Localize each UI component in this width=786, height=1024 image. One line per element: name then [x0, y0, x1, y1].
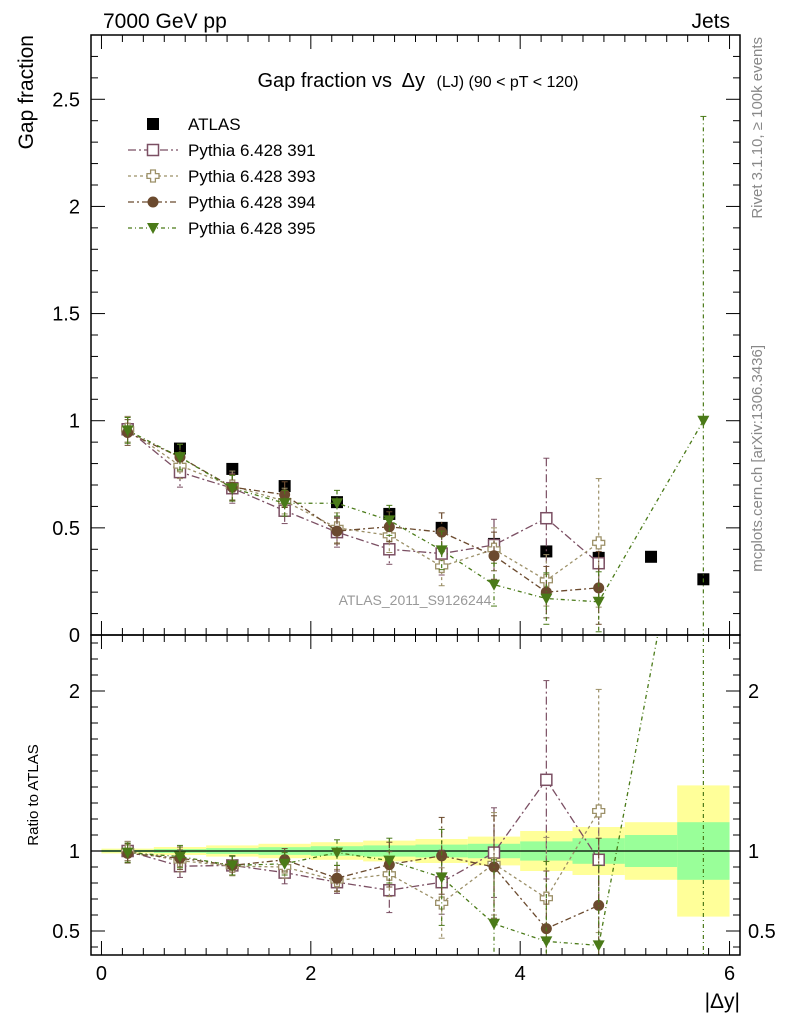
series-line-p393: [127, 810, 600, 904]
legend-marker-p393: [146, 169, 160, 183]
ratio-y-axis-label: Ratio to ATLAS: [25, 744, 42, 845]
mcplots-label: mcplots.cern.ch [arXiv:1306.3436]: [749, 345, 766, 572]
data-point-p394: [488, 550, 500, 562]
data-point-p395: [226, 483, 239, 495]
data-point-p395: [173, 452, 186, 464]
data-point-atlas: [645, 550, 658, 563]
plot-title-main: Gap fraction vs: [258, 70, 393, 92]
main-y-axis-label: Gap fraction: [15, 35, 38, 149]
data-point-p395: [278, 498, 291, 510]
series-p393: [120, 688, 606, 955]
data-point-p395: [121, 847, 134, 859]
series-atlas: [121, 423, 710, 586]
data-point-p395: [435, 545, 448, 557]
process-label: Jets: [691, 10, 730, 33]
main-y-tick-label: 0.5: [52, 518, 80, 540]
main-y-tick-label: 2: [69, 196, 80, 218]
ratio-panel-series: [120, 635, 707, 955]
series-p391: [121, 415, 605, 586]
series-line-p391: [127, 428, 600, 564]
legend-marker-atlas: [147, 118, 159, 130]
series-p395: [121, 115, 710, 635]
data-point-p394: [279, 489, 291, 501]
legend-item-atlas: ATLAS: [147, 115, 241, 134]
data-point-p395: [488, 579, 501, 591]
data-point-p394: [436, 850, 448, 862]
plot-title-detail: (LJ) (90 < pT < 120): [437, 74, 579, 91]
ratio-y-tick-label-right: 0.5: [748, 921, 776, 943]
data-point-p395: [592, 596, 605, 608]
data-point-p395: [383, 515, 396, 527]
legend-label: Pythia 6.428 391: [188, 141, 316, 160]
data-point-p393: [173, 459, 187, 473]
legend-marker-p395: [147, 223, 159, 234]
data-point-p395: [540, 593, 553, 605]
ratio-y-tick-label-right: 2: [748, 681, 759, 703]
data-point-p393: [592, 804, 606, 818]
series-p391: [121, 680, 605, 915]
analysis-watermark: ATLAS_2011_S9126244: [339, 592, 492, 608]
data-point-p394: [331, 525, 343, 537]
x-tick-label: 6: [724, 963, 735, 985]
collision-label: 7000 GeV pp: [103, 10, 227, 33]
data-point-p395: [226, 860, 239, 872]
plot-title-delta-y: Δy: [402, 70, 425, 92]
legend-marker-p391: [146, 143, 160, 157]
data-point-atlas: [226, 462, 239, 475]
data-point-p395: [383, 855, 396, 867]
x-axis-label: |Δy|: [705, 990, 740, 1013]
ratio-y-tick-label-left: 1: [69, 841, 80, 863]
series-line-p391: [127, 778, 600, 891]
data-point-p395: [697, 415, 710, 427]
axes: 0 2 4 6 0 0.5 1 1.5 2 2.5 0.5 0.5 1 1 2 2: [52, 34, 776, 985]
x-tick-label: 2: [305, 963, 316, 985]
plot-title: Gap fraction vs Δy (LJ) (90 < pT < 120): [258, 70, 579, 92]
legend-label: Pythia 6.428 394: [188, 193, 316, 212]
series-p395: [121, 635, 707, 955]
ratio-y-tick-label-right: 1: [748, 841, 759, 863]
ratio-y-tick-label-left: 0.5: [52, 921, 80, 943]
main-panel-series: [120, 115, 710, 635]
x-tick-label: 4: [515, 963, 526, 985]
legend-marker-p394: [147, 196, 159, 208]
data-point-p395: [488, 918, 501, 930]
legend-item-p391: Pythia 6.428 391: [128, 141, 316, 160]
series-line-p393: [127, 428, 600, 582]
data-point-p394: [383, 521, 395, 533]
data-point-p393: [592, 536, 606, 550]
legend-label: Pythia 6.428 395: [188, 219, 316, 238]
legend-item-p395: Pythia 6.428 395: [128, 219, 316, 238]
main-y-tick-label: 0: [69, 625, 80, 647]
rivet-label: Rivet 3.1.10, ≥ 100k events: [749, 37, 766, 219]
data-point-p395: [173, 851, 186, 863]
data-point-p395: [435, 872, 448, 884]
data-point-p394: [331, 872, 343, 884]
data-point-p395: [121, 425, 134, 437]
ratio-y-tick-label-left: 2: [69, 681, 80, 703]
main-y-tick-label: 1.5: [52, 304, 80, 326]
data-point-p395: [330, 847, 343, 859]
data-point-p395: [592, 940, 605, 952]
data-point-p395: [540, 936, 553, 948]
x-tick-label: 0: [96, 963, 107, 985]
data-point-p394: [593, 582, 605, 594]
data-point-p395: [330, 498, 343, 510]
data-point-p391: [540, 511, 553, 525]
legend-item-p393: Pythia 6.428 393: [128, 167, 316, 186]
data-point-p391: [540, 773, 553, 787]
main-y-tick-label: 1: [69, 411, 80, 433]
legend: ATLAS Pythia 6.428 391 Pythia 6.428 393 Pyt…: [128, 115, 316, 238]
data-point-p395: [278, 858, 291, 870]
series-line-p394: [127, 852, 599, 930]
legend-label: ATLAS: [188, 115, 241, 134]
ratio-frame: [90, 634, 741, 956]
legend-label: Pythia 6.428 393: [188, 167, 316, 186]
legend-item-p394: Pythia 6.428 394: [128, 193, 316, 212]
main-y-tick-label: 2.5: [52, 89, 80, 111]
series-line-p395: [127, 420, 704, 603]
